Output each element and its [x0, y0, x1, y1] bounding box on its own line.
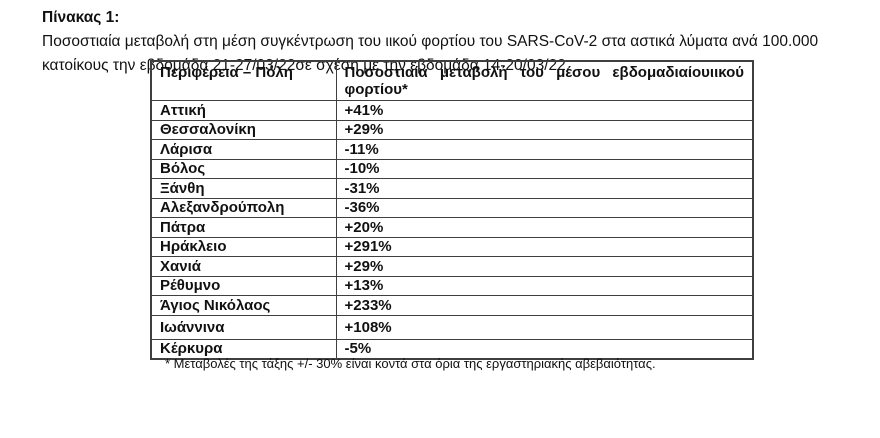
change-cell: +20%	[335, 217, 754, 238]
region-cell: Άγιος Νικόλαος	[150, 295, 337, 316]
col-header-weekly-change: Ποσοστιαία μεταβολή του μέσου εβδομαδιαί…	[335, 60, 754, 101]
table-row: Χανιά +29%	[150, 256, 754, 277]
table-row: Ιωάννινα +108%	[150, 314, 754, 340]
caption-label: Πίνακας 1:	[42, 9, 120, 26]
caption-line-1: Ποσοστιαία μεταβολή στη μέση συγκέντρωση…	[42, 33, 819, 50]
change-cell: +29%	[335, 256, 754, 277]
header-row: Περιφέρεια – Πόλη Ποσοστιαία μεταβολή το…	[150, 60, 754, 101]
change-cell: +291%	[335, 236, 754, 257]
table-row: Κέρκυρα -5%	[150, 338, 754, 359]
change-cell: +29%	[335, 119, 754, 140]
table-row: Άγιος Νικόλαος +233%	[150, 295, 754, 316]
table-row: Πάτρα +20%	[150, 217, 754, 238]
table-row: Αλεξανδρούπολη -36%	[150, 197, 754, 218]
col-header-region-city: Περιφέρεια – Πόλη	[150, 60, 337, 101]
region-cell: Ηράκλειο	[150, 236, 337, 257]
change-cell: +108%	[335, 314, 754, 340]
region-cell: Πάτρα	[150, 217, 337, 238]
change-cell: -10%	[335, 158, 754, 179]
region-cell: Ρέθυμνο	[150, 275, 337, 296]
table-footnote: * Μεταβολές της τάξης +/- 30% είναι κοντ…	[165, 356, 656, 371]
table-row: Βόλος -10%	[150, 158, 754, 179]
region-cell: Χανιά	[150, 256, 337, 277]
table-row: Λάρισα -11%	[150, 139, 754, 160]
table-row: Αττική +41%	[150, 100, 754, 121]
table-row: Θεσσαλονίκη +29%	[150, 119, 754, 140]
region-cell: Λάρισα	[150, 139, 337, 160]
change-cell: -5%	[335, 338, 754, 359]
table-row: Ρέθυμνο +13%	[150, 275, 754, 296]
change-cell: -36%	[335, 197, 754, 218]
table-row: Ξάνθη -31%	[150, 178, 754, 199]
region-cell: Θεσσαλονίκη	[150, 119, 337, 140]
region-cell: Ξάνθη	[150, 178, 337, 199]
region-cell: Αττική	[150, 100, 337, 121]
region-cell: Κέρκυρα	[150, 338, 337, 359]
change-cell: -31%	[335, 178, 754, 199]
change-cell: -11%	[335, 139, 754, 160]
region-cell: Βόλος	[150, 158, 337, 179]
change-cell: +13%	[335, 275, 754, 296]
change-cell: +233%	[335, 295, 754, 316]
wastewater-change-table: Περιφέρεια – Πόλη Ποσοστιαία μεταβολή το…	[150, 60, 754, 360]
change-cell: +41%	[335, 100, 754, 121]
region-cell: Ιωάννινα	[150, 314, 337, 340]
region-cell: Αλεξανδρούπολη	[150, 197, 337, 218]
table-row: Ηράκλειο +291%	[150, 236, 754, 257]
